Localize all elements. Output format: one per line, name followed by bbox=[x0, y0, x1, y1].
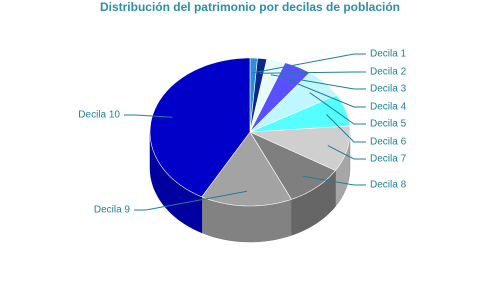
leader-line bbox=[270, 74, 366, 90]
slice-label: Decila 5 bbox=[370, 119, 407, 130]
pie-slice bbox=[249, 62, 311, 133]
slice-label: Decila 4 bbox=[370, 102, 407, 113]
slice-label: Decila 1 bbox=[370, 49, 407, 60]
leader-line bbox=[252, 53, 366, 74]
pie-slice bbox=[249, 94, 351, 133]
leader-line bbox=[259, 71, 366, 74]
slice-label: Decila 6 bbox=[370, 137, 407, 148]
pie-slice bbox=[249, 131, 336, 200]
leader-line bbox=[303, 175, 366, 186]
slice-label: Decila 7 bbox=[370, 154, 407, 165]
leader-line bbox=[124, 114, 173, 118]
pie-slice bbox=[201, 131, 292, 207]
pie-slice bbox=[249, 125, 351, 171]
leader-line bbox=[134, 190, 248, 211]
slice-label: Decila 9 bbox=[94, 205, 131, 216]
pie-slice bbox=[149, 57, 251, 198]
leader-line bbox=[327, 145, 366, 160]
slice-label: Decila 8 bbox=[370, 180, 407, 191]
leader-line bbox=[326, 114, 366, 143]
leader-line bbox=[288, 79, 366, 108]
leader-line bbox=[309, 92, 366, 125]
slice-label: Decila 10 bbox=[78, 110, 120, 121]
pie-slice bbox=[249, 72, 338, 133]
pie-slice bbox=[249, 58, 286, 133]
slice-label: Decila 3 bbox=[370, 84, 407, 95]
chart-title: Distribución del patrimonio por decilas … bbox=[100, 0, 400, 14]
slice-label: Decila 2 bbox=[370, 67, 407, 78]
